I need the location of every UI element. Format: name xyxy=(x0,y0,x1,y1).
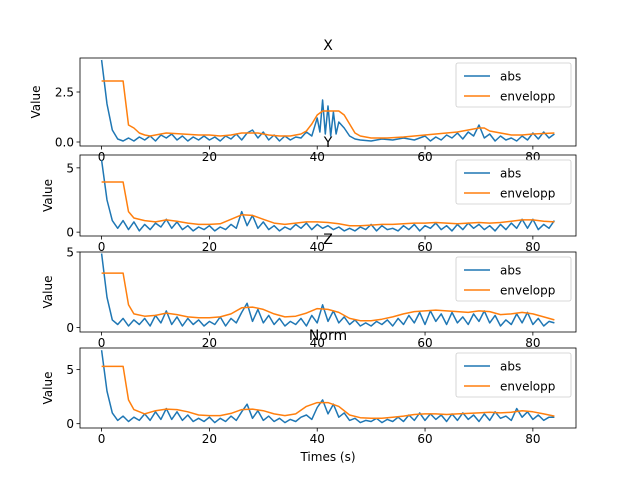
series-line-envelopp xyxy=(101,272,555,322)
x-axis-label: Times (s) xyxy=(299,450,355,464)
axes-title: X xyxy=(323,38,333,54)
legend-label: envelopp xyxy=(500,187,555,201)
legend-label: envelopp xyxy=(500,284,555,298)
x-tick-label: 80 xyxy=(525,336,540,350)
y-tick-label: 2.5 xyxy=(55,86,74,100)
x-tick-label: 80 xyxy=(525,432,540,446)
axes-title: Z xyxy=(323,232,333,248)
axes-frame xyxy=(79,154,577,237)
y-tick-label: 0 xyxy=(66,321,74,335)
y-tick-label: 5 xyxy=(66,363,74,377)
y-axis-label: Value xyxy=(41,179,55,212)
legend-label: abs xyxy=(500,167,521,181)
x-tick-label: 0 xyxy=(98,150,106,164)
series-line-envelopp xyxy=(101,80,555,139)
y-tick-label: 5 xyxy=(66,161,74,175)
x-tick-label: 40 xyxy=(310,336,325,350)
x-tick-label: 0 xyxy=(98,336,106,350)
axes-frame xyxy=(79,57,577,147)
x-tick-label: 60 xyxy=(417,240,432,254)
x-tick-label: 40 xyxy=(310,150,325,164)
x-tick-label: 40 xyxy=(310,432,325,446)
x-tick-label: 0 xyxy=(98,432,106,446)
y-axis-label: Value xyxy=(41,372,55,405)
legend-label: envelopp xyxy=(500,90,555,104)
series-line-abs xyxy=(100,59,555,142)
x-tick-label: 20 xyxy=(202,240,217,254)
x-tick-label: 60 xyxy=(417,336,432,350)
y-tick-label: 5 xyxy=(66,246,74,260)
x-tick-label: 40 xyxy=(310,240,325,254)
legend-label: abs xyxy=(500,70,521,84)
y-tick-label: 0 xyxy=(66,226,74,240)
x-tick-label: 60 xyxy=(417,432,432,446)
y-axis-label: Value xyxy=(41,276,55,309)
axes-title: Norm xyxy=(309,328,347,344)
series-line-abs xyxy=(100,253,555,327)
y-axis-label: Value xyxy=(29,86,43,119)
legend-label: envelopp xyxy=(500,380,555,394)
x-tick-label: 60 xyxy=(417,150,432,164)
y-tick-label: 0.0 xyxy=(55,136,74,150)
axes-frame xyxy=(79,251,577,333)
legend-label: abs xyxy=(500,264,521,278)
y-tick-label: 0 xyxy=(66,417,74,431)
series-line-abs xyxy=(100,350,555,424)
axes-title: Y xyxy=(323,135,333,151)
x-tick-label: 0 xyxy=(98,240,106,254)
series-line-envelopp xyxy=(101,365,555,420)
series-line-envelopp xyxy=(101,181,555,227)
x-tick-label: 80 xyxy=(525,240,540,254)
x-tick-label: 20 xyxy=(202,150,217,164)
x-tick-label: 20 xyxy=(202,432,217,446)
legend-label: abs xyxy=(500,360,521,374)
axes-frame xyxy=(79,347,577,429)
x-tick-label: 20 xyxy=(202,336,217,350)
